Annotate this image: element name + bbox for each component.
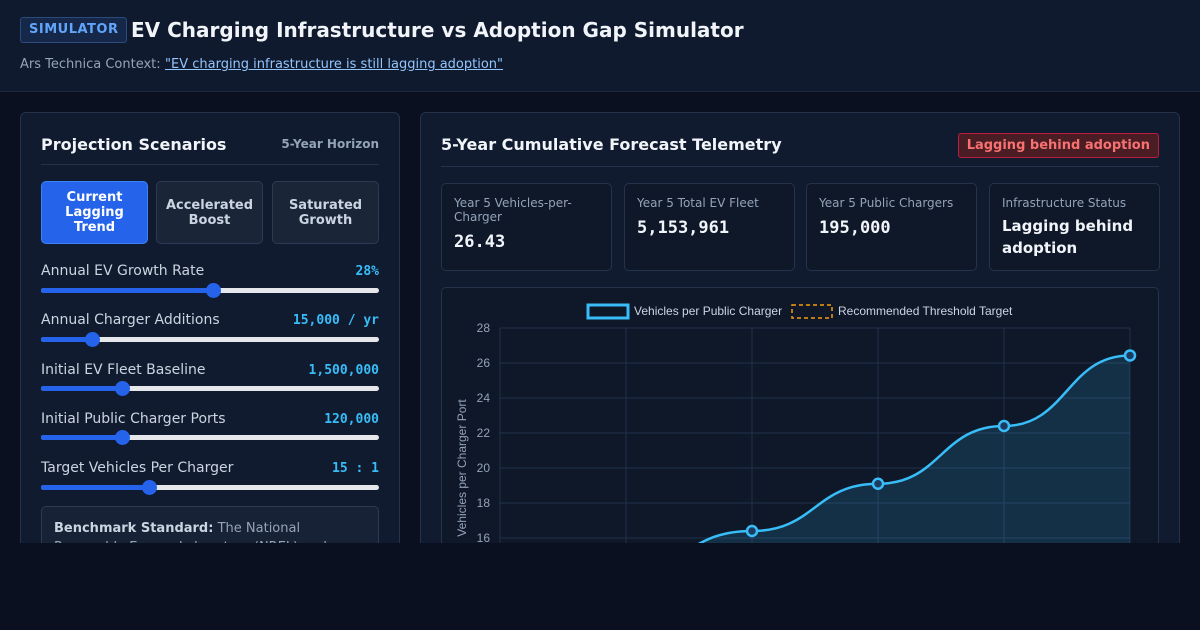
slider-thumb[interactable]: [142, 480, 158, 495]
horizon-label: 5-Year Horizon: [281, 137, 379, 151]
target-ratio-value: 15 : 1: [332, 461, 379, 476]
data-point: [745, 524, 759, 538]
scenario-accelerated-boost-button[interactable]: Accelerated Boost: [156, 181, 263, 244]
y-tick-label: 16: [477, 531, 491, 543]
forecast-chart: Vehicles per Public Charger Recommended T…: [441, 287, 1159, 543]
forecast-panel: 5-Year Cumulative Forecast Telemetry Lag…: [420, 112, 1180, 543]
y-tick-label: 24: [477, 391, 491, 405]
y-tick-label: 18: [477, 496, 491, 510]
chart-svg: Vehicles per Public Charger Recommended T…: [455, 303, 1137, 543]
context-label: Ars Technica Context:: [20, 57, 161, 72]
data-point: [1123, 349, 1137, 362]
app-header: SIMULATOR EV Charging Infrastructure vs …: [0, 0, 1200, 92]
initial-chargers-value: 120,000: [324, 412, 379, 427]
scenario-current-lagging-button[interactable]: Current Lagging Trend: [41, 181, 148, 244]
legend-label-threshold: Recommended Threshold Target: [838, 304, 1013, 318]
legend-label-series: Vehicles per Public Charger: [634, 304, 782, 318]
metric-card-vehicles-per-charger: Year 5 Vehicles-per-Charger 26.43: [441, 183, 612, 271]
scenario-label: Accelerated Boost: [165, 197, 254, 228]
y-tick-label: 28: [477, 321, 491, 335]
benchmark-label: Benchmark Standard:: [54, 521, 214, 536]
slider-thumb[interactable]: [206, 283, 222, 298]
metric-label: Year 5 Total EV Fleet: [637, 196, 759, 210]
projection-scenarios-panel: Projection Scenarios 5-Year Horizon Curr…: [20, 112, 400, 543]
scenario-label: Current Lagging Trend: [65, 190, 124, 235]
benchmark-note: Benchmark Standard: The National Renewab…: [41, 506, 379, 543]
metric-value: 195,000: [819, 218, 891, 238]
initial-fleet-value: 1,500,000: [308, 363, 379, 378]
metric-card-total-fleet: Year 5 Total EV Fleet 5,153,961: [624, 183, 795, 271]
charger-additions-slider[interactable]: [41, 332, 379, 347]
status-badge: Lagging behind adoption: [957, 133, 1159, 158]
panel-title: 5-Year Cumulative Forecast Telemetry: [441, 135, 782, 154]
metric-label: Year 5 Public Chargers: [819, 196, 954, 210]
charger-additions-label: Annual Charger Additions: [41, 312, 220, 328]
simulator-badge: SIMULATOR: [20, 17, 128, 43]
data-point: [871, 477, 885, 490]
charger-additions-value: 15,000 / yr: [292, 313, 379, 328]
series-area: [700, 355, 1130, 543]
main-content: Projection Scenarios 5-Year Horizon Curr…: [0, 92, 1200, 543]
y-tick-label: 22: [477, 426, 491, 440]
panel-title: Projection Scenarios: [41, 135, 227, 154]
data-point: [997, 419, 1011, 433]
initial-fleet-slider[interactable]: [41, 381, 379, 396]
initial-chargers-label: Initial Public Charger Ports: [41, 411, 226, 427]
ev-growth-rate-label: Annual EV Growth Rate: [41, 263, 205, 279]
scenario-saturated-growth-button[interactable]: Saturated Growth: [272, 181, 379, 244]
metric-value: 26.43: [454, 232, 506, 252]
metric-card-infrastructure-status: Infrastructure Status Lagging behind ado…: [989, 183, 1160, 271]
benchmark-text: The National Renewable Energy Laboratory…: [54, 521, 327, 543]
slider-thumb[interactable]: [115, 381, 131, 396]
divider: [441, 166, 1159, 167]
initial-fleet-label: Initial EV Fleet Baseline: [41, 362, 206, 378]
slider-fill: [41, 288, 214, 293]
y-axis-label: Vehicles per Charger Port: [455, 399, 469, 537]
context-article-link[interactable]: "EV charging infrastructure is still lag…: [165, 57, 504, 72]
legend-swatch-threshold: [791, 304, 833, 319]
metric-value: Lagging behind adoption: [1002, 217, 1134, 257]
initial-chargers-slider[interactable]: [41, 430, 379, 445]
slider-fill: [41, 386, 123, 391]
legend-swatch-series: [586, 303, 630, 320]
scenario-label: Saturated Growth: [288, 197, 363, 228]
target-ratio-slider[interactable]: [41, 480, 379, 495]
slider-thumb[interactable]: [115, 430, 131, 445]
metric-label: Year 5 Vehicles-per-Charger: [454, 196, 572, 224]
metric-value: 5,153,961: [637, 218, 730, 238]
divider: [41, 164, 379, 165]
slider-fill: [41, 485, 150, 490]
slider-thumb[interactable]: [84, 332, 100, 347]
y-tick-label: 26: [477, 356, 491, 370]
slider-fill: [41, 435, 123, 440]
slider-fill: [41, 337, 92, 342]
ev-growth-rate-value: 28%: [355, 264, 379, 279]
ev-growth-rate-slider[interactable]: [41, 283, 379, 298]
metric-label: Infrastructure Status: [1002, 196, 1127, 210]
app-title: EV Charging Infrastructure vs Adoption G…: [131, 18, 744, 42]
metric-card-public-chargers: Year 5 Public Chargers 195,000: [806, 183, 977, 271]
target-ratio-label: Target Vehicles Per Charger: [41, 460, 234, 476]
y-tick-label: 20: [477, 461, 491, 475]
